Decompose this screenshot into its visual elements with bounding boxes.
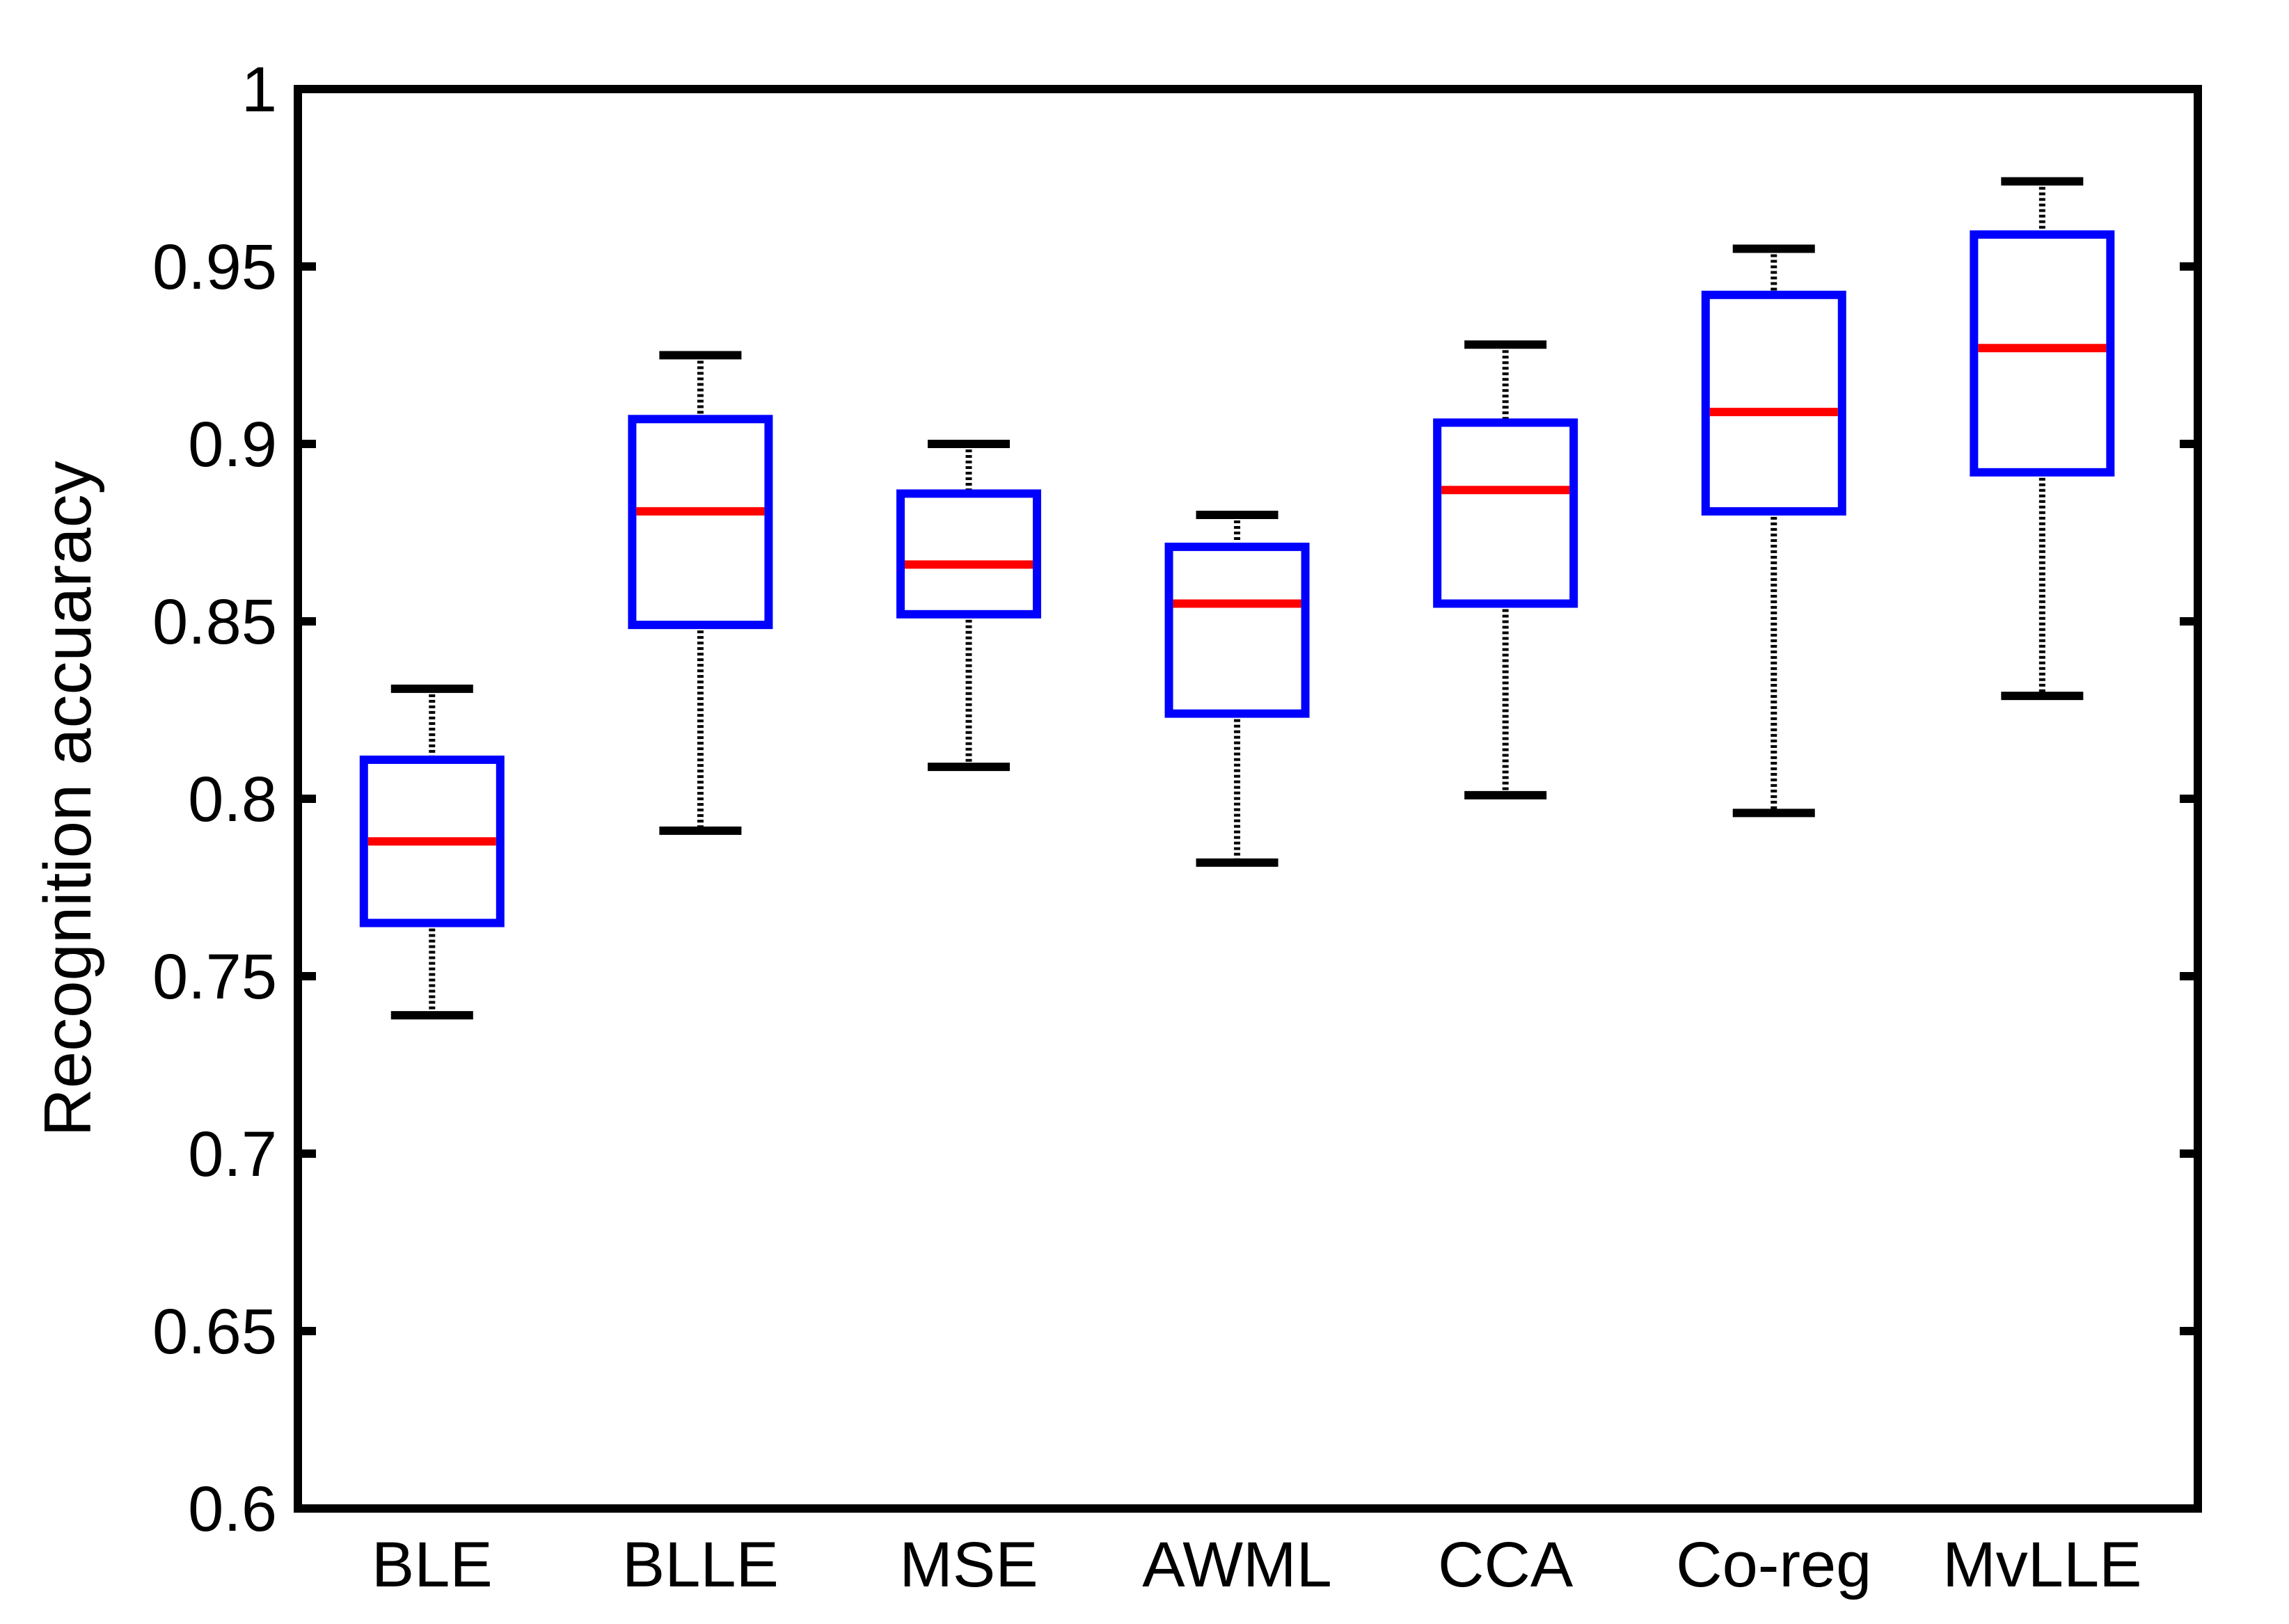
iqr-box <box>1970 230 2115 477</box>
chart-marks <box>359 177 2115 1020</box>
box-group <box>628 351 773 835</box>
y-tick-label: 0.85 <box>152 587 277 658</box>
y-tick-label: 1 <box>241 54 277 125</box>
iqr-box <box>628 415 773 630</box>
box-group <box>1701 244 1846 818</box>
x-tick-label: BLLE <box>622 1529 779 1600</box>
y-tick-label: 0.7 <box>188 1119 277 1190</box>
y-tick-label: 0.65 <box>152 1296 277 1367</box>
y-tick-label: 0.6 <box>188 1474 277 1545</box>
x-tick-label: MSE <box>899 1529 1038 1600</box>
box-group <box>896 440 1041 772</box>
y-axis-label: Recognition accuaracy <box>31 461 105 1136</box>
x-tick-label: AWML <box>1142 1529 1332 1600</box>
x-axis-ticks: BLE BLLE MSE AWML CCA Co-reg MvLLE <box>372 1529 2142 1600</box>
x-tick-label: BLE <box>372 1529 493 1600</box>
iqr-box <box>1164 542 1310 718</box>
iqr-box <box>896 489 1041 619</box>
y-tick-label: 0.95 <box>152 232 277 303</box>
y-axis-ticks: 0.6 0.65 0.7 0.75 0.8 0.85 0.9 0.95 1 <box>152 54 2198 1545</box>
y-tick-label: 0.75 <box>152 941 277 1012</box>
box-group <box>1970 177 2115 701</box>
y-tick-label: 0.9 <box>188 409 277 480</box>
x-tick-label: MvLLE <box>1942 1529 2141 1600</box>
x-tick-label: Co-reg <box>1676 1529 1871 1600</box>
box-group <box>1433 340 1578 799</box>
iqr-box <box>359 755 505 928</box>
box-group <box>1164 511 1310 867</box>
box-group <box>359 684 505 1020</box>
iqr-box <box>1433 418 1578 608</box>
x-tick-label: CCA <box>1438 1529 1574 1600</box>
iqr-box <box>1701 290 1846 516</box>
axes-frame <box>294 85 2202 1513</box>
y-tick-label: 0.8 <box>188 764 277 835</box>
